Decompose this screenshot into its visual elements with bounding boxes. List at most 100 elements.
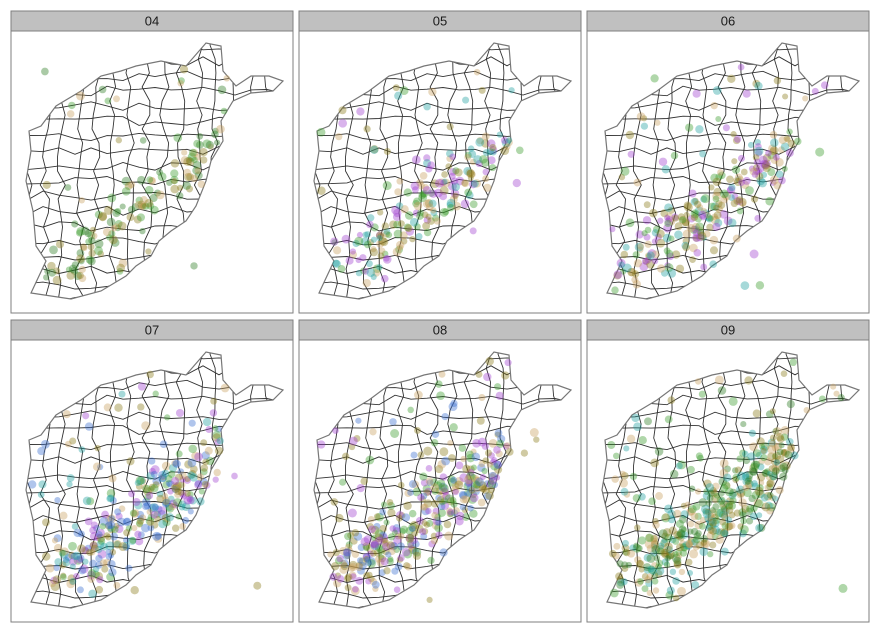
event-dot <box>69 563 76 570</box>
event-dot <box>774 462 783 471</box>
event-dot <box>652 521 660 529</box>
event-dot <box>682 237 690 245</box>
event-dot <box>627 268 637 277</box>
event-dot <box>623 491 631 498</box>
event-dot <box>411 155 421 165</box>
event-dot <box>452 201 462 211</box>
event-dot <box>409 536 418 545</box>
event-dot <box>616 560 624 568</box>
event-dot <box>748 165 756 172</box>
event-dot <box>421 503 429 511</box>
event-dot <box>423 159 432 168</box>
event-dot <box>768 465 776 473</box>
event-dot <box>392 212 402 222</box>
event-dot <box>412 199 420 208</box>
event-dot <box>441 456 451 466</box>
event-dot <box>109 532 119 541</box>
event-dot <box>104 522 112 530</box>
event-dot <box>692 89 701 98</box>
event-dot <box>731 193 739 200</box>
event-dot <box>95 561 103 569</box>
event-dot <box>612 552 620 560</box>
event-dot <box>405 526 414 535</box>
event-dot <box>449 153 456 161</box>
event-dot <box>346 547 353 554</box>
event-dot <box>112 208 121 218</box>
event-dot <box>619 470 626 477</box>
event-dot <box>674 230 683 240</box>
event-dot <box>487 480 496 489</box>
event-dot <box>692 233 702 243</box>
event-dot <box>608 549 617 558</box>
event-dot <box>419 472 428 481</box>
event-dot <box>685 541 693 549</box>
event-dot <box>459 495 468 504</box>
event-dot <box>633 542 640 550</box>
event-dot <box>712 482 720 491</box>
event-dot <box>393 546 401 553</box>
event-dot <box>767 168 776 177</box>
event-dot <box>728 501 736 510</box>
event-dot <box>773 181 782 190</box>
event-dot <box>62 410 71 419</box>
event-dot <box>769 494 777 502</box>
event-dot <box>466 478 474 486</box>
event-dot <box>677 460 687 470</box>
event-dot <box>71 523 79 530</box>
event-dot <box>394 532 402 540</box>
district-line <box>413 352 423 608</box>
event-dot <box>496 131 504 138</box>
event-dot <box>671 553 681 563</box>
event-dot <box>733 509 741 517</box>
event-dot <box>132 497 141 507</box>
event-dot <box>381 540 389 548</box>
event-dot <box>709 541 717 549</box>
event-dot <box>379 237 389 247</box>
event-dot <box>437 502 446 511</box>
event-dot <box>767 444 776 454</box>
event-dot <box>680 526 687 533</box>
event-dot <box>675 552 683 560</box>
event-dot <box>686 508 695 516</box>
event-dot <box>412 487 422 497</box>
event-dot <box>451 485 460 495</box>
event-dot <box>674 222 683 231</box>
event-dot <box>410 181 420 191</box>
event-dot <box>452 507 460 515</box>
event-dot <box>376 239 385 248</box>
event-dot <box>158 473 167 483</box>
event-dot <box>504 138 513 147</box>
event-dot <box>651 571 659 579</box>
event-dot <box>742 176 751 185</box>
event-dot <box>122 517 132 527</box>
event-dot <box>400 237 408 245</box>
event-dot <box>419 171 428 180</box>
event-dot <box>448 475 456 483</box>
event-dot <box>736 485 745 494</box>
event-dot <box>717 528 726 537</box>
event-dot <box>749 167 758 176</box>
event-dot <box>152 390 159 397</box>
event-dot <box>467 174 474 182</box>
event-dot <box>766 507 774 515</box>
event-dot <box>672 214 680 222</box>
event-dot <box>784 450 793 459</box>
event-dot <box>438 482 448 492</box>
event-dot <box>382 255 392 264</box>
event-dot <box>655 563 662 571</box>
event-dot <box>758 178 767 188</box>
event-dot <box>355 257 362 264</box>
event-dot <box>139 137 147 144</box>
event-dot <box>776 435 785 443</box>
event-dot <box>154 532 163 540</box>
event-dot <box>680 510 689 519</box>
event-dot <box>469 227 477 235</box>
event-dot <box>118 505 126 513</box>
event-dot <box>48 580 56 588</box>
event-dot <box>718 497 725 504</box>
event-dot <box>769 175 779 185</box>
event-dot <box>631 276 639 284</box>
event-dot <box>343 549 351 557</box>
event-dot <box>677 534 685 542</box>
event-dot <box>684 202 693 212</box>
